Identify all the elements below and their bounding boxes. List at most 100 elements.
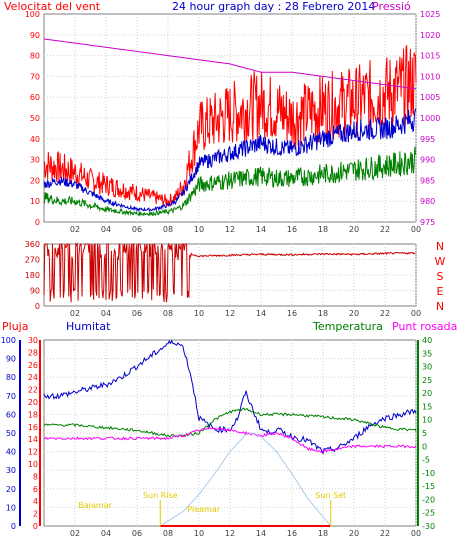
graph-title: 24 hour graph day : 28 Febrero 2014 — [172, 0, 375, 13]
wind-speed-tick: 40 — [30, 135, 40, 144]
wind-panel-x-tick: 18 — [318, 225, 328, 234]
direction-tick: 0 — [35, 302, 40, 311]
wind-speed-tick: 70 — [30, 72, 40, 81]
climate-panel-x-tick: 04 — [101, 529, 111, 538]
rain-tick: 10 — [28, 460, 38, 469]
rain-tick: 22 — [28, 386, 38, 395]
rain-tick: 24 — [28, 373, 38, 382]
wind-speed-tick: 80 — [30, 52, 40, 61]
humidity-tick: 100 — [1, 336, 16, 345]
temperature-tick: 40 — [422, 336, 432, 345]
humidity-tick: 70 — [6, 392, 16, 401]
temperature-tick: -30 — [422, 522, 435, 531]
wind-panel-x-tick: 00 — [411, 225, 421, 234]
climate-panel-x-tick: 00 — [411, 529, 421, 538]
chart-layer: 0102030405060708090100975980985990995100… — [1, 10, 446, 538]
rain-tick: 30 — [28, 336, 38, 345]
compass-letter: E — [437, 285, 444, 298]
compass-letter: N — [436, 300, 444, 313]
wind-speed-tick: 0 — [35, 218, 40, 227]
direction-panel-x-tick: 04 — [101, 309, 111, 318]
humidity-tick: 20 — [6, 485, 16, 494]
wind-series-line — [43, 108, 417, 213]
rain-tick: 4 — [33, 497, 38, 506]
rain-axis-label: Pluja — [2, 320, 28, 333]
pressure-axis-label: Pressió — [372, 0, 411, 13]
pressure-tick: 1000 — [420, 114, 440, 123]
pressure-tick: 1025 — [420, 10, 440, 19]
temperature-tick: -5 — [422, 456, 430, 465]
direction-tick: 360 — [25, 240, 40, 249]
humidity-tick: 60 — [6, 410, 16, 419]
temperature-tick: 20 — [422, 389, 432, 398]
temperature-tick: 30 — [422, 363, 432, 372]
temperature-line — [43, 407, 417, 438]
temperature-tick: 35 — [422, 349, 432, 358]
climate-panel-x-tick: 02 — [70, 529, 80, 538]
temperature-tick: 0 — [422, 442, 427, 451]
pressure-tick: 995 — [420, 135, 435, 144]
direction-panel-x-tick: 22 — [380, 309, 390, 318]
direction-tick: 270 — [25, 256, 40, 265]
low-tide-label: Pleamar — [187, 505, 221, 514]
direction-panel-x-tick: 08 — [163, 309, 173, 318]
humidity-tick: 10 — [6, 503, 16, 512]
solar-curve — [160, 432, 331, 527]
wind-panel-x-tick: 16 — [287, 225, 297, 234]
wind-panel-x-tick: 20 — [349, 225, 359, 234]
direction-panel-x-tick: 06 — [132, 309, 142, 318]
rain-tick: 14 — [28, 435, 38, 444]
pressure-tick: 1010 — [420, 72, 440, 81]
rain-tick: 12 — [28, 448, 38, 457]
pressure-tick: 1020 — [420, 31, 440, 40]
wind-series-line — [43, 44, 417, 207]
climate-panel-x-tick: 22 — [380, 529, 390, 538]
temperature-axis-label: Temperatura — [312, 320, 383, 333]
rain-tick: 20 — [28, 398, 38, 407]
temperature-tick: 5 — [422, 429, 427, 438]
temperature-tick: -15 — [422, 482, 435, 491]
humidity-tick: 40 — [6, 448, 16, 457]
wind-panel-x-tick: 10 — [194, 225, 204, 234]
humidity-tick: 30 — [6, 466, 16, 475]
pressure-tick: 1015 — [420, 52, 440, 61]
humidity-tick: 50 — [6, 429, 16, 438]
pressure-line — [43, 38, 417, 90]
humidity-axis-label: Humitat — [66, 320, 111, 333]
direction-panel-x-tick: 20 — [349, 309, 359, 318]
wind-speed-tick: 10 — [30, 197, 40, 206]
temperature-tick: -10 — [422, 469, 435, 478]
climate-panel-x-tick: 14 — [256, 529, 266, 538]
direction-panel-x-tick: 14 — [256, 309, 266, 318]
wind-speed-tick: 100 — [25, 10, 40, 19]
wind-panel-x-tick: 14 — [256, 225, 266, 234]
rain-tick: 0 — [33, 522, 38, 531]
compass-letter: N — [436, 240, 444, 253]
direction-panel-x-tick: 00 — [411, 309, 421, 318]
rain-tick: 18 — [28, 410, 38, 419]
rain-tick: 26 — [28, 361, 38, 370]
wind-speed-tick: 90 — [30, 31, 40, 40]
rain-tick: 2 — [33, 510, 38, 519]
pressure-tick: 975 — [420, 218, 435, 227]
pressure-tick: 1005 — [420, 93, 440, 102]
temperature-tick: 10 — [422, 416, 432, 425]
compass-letter: S — [437, 270, 444, 283]
temperature-tick: 25 — [422, 376, 432, 385]
dewpoint-line — [43, 426, 417, 454]
wind-panel-x-tick: 06 — [132, 225, 142, 234]
climate-panel-x-tick: 20 — [349, 529, 359, 538]
temperature-tick: 15 — [422, 402, 432, 411]
wind-panel-x-tick: 04 — [101, 225, 111, 234]
climate-panel-x-tick: 08 — [163, 529, 173, 538]
humidity-tick: 80 — [6, 373, 16, 382]
climate-panel-x-tick: 06 — [132, 529, 142, 538]
temperature-tick: -20 — [422, 495, 435, 504]
sunset-label: Sun Set — [315, 491, 346, 500]
wind-panel-x-tick: 12 — [225, 225, 235, 234]
pressure-tick: 985 — [420, 176, 435, 185]
wind-speed-tick: 50 — [30, 114, 40, 123]
high-tide-label: Bajamar — [78, 501, 112, 510]
climate-panel-x-tick: 18 — [318, 529, 328, 538]
